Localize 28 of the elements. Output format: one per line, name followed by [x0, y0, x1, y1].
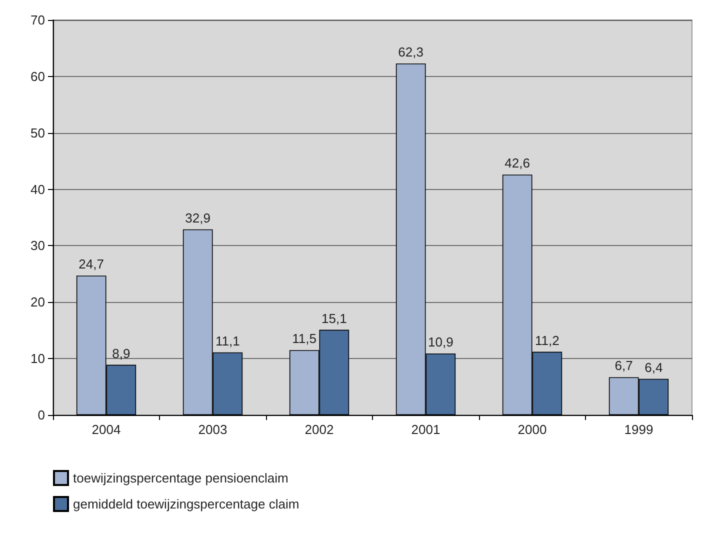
data-label: 11,1 — [215, 333, 240, 348]
y-tick-label: 10 — [30, 351, 45, 366]
data-label: 11,5 — [292, 331, 317, 346]
data-label: 6,7 — [614, 358, 633, 374]
y-tick-label: 40 — [30, 182, 45, 197]
data-label: 15,1 — [322, 310, 347, 326]
legend-label: toewijzingspercentage pensioenclaim — [73, 470, 288, 486]
data-label: 10,9 — [428, 334, 454, 350]
x-tick-label: 2001 — [411, 422, 440, 437]
x-tick-label: 2000 — [518, 422, 547, 437]
y-tick-label: 70 — [30, 12, 45, 28]
legend-label: gemiddeld toewijzingspercentage claim — [73, 496, 300, 512]
x-tick-label: 1999 — [624, 422, 654, 437]
y-tick-label: 60 — [30, 68, 45, 84]
y-tick-label: 20 — [30, 294, 45, 310]
y-tick-label: 0 — [38, 408, 45, 422]
x-tick-label: 2002 — [304, 422, 334, 437]
data-label: 11,2 — [534, 332, 560, 348]
data-label: 24,7 — [78, 256, 104, 272]
y-tick-label: 50 — [30, 125, 45, 140]
data-label: 42,6 — [504, 156, 530, 171]
data-label: 32,9 — [185, 210, 210, 226]
data-label: 8,9 — [112, 346, 130, 361]
y-tick-label: 30 — [30, 238, 45, 254]
x-tick-label: 2003 — [198, 422, 228, 437]
data-label: 6,4 — [644, 360, 663, 375]
data-label: 62,3 — [398, 44, 424, 60]
x-tick-label: 2004 — [92, 422, 121, 437]
